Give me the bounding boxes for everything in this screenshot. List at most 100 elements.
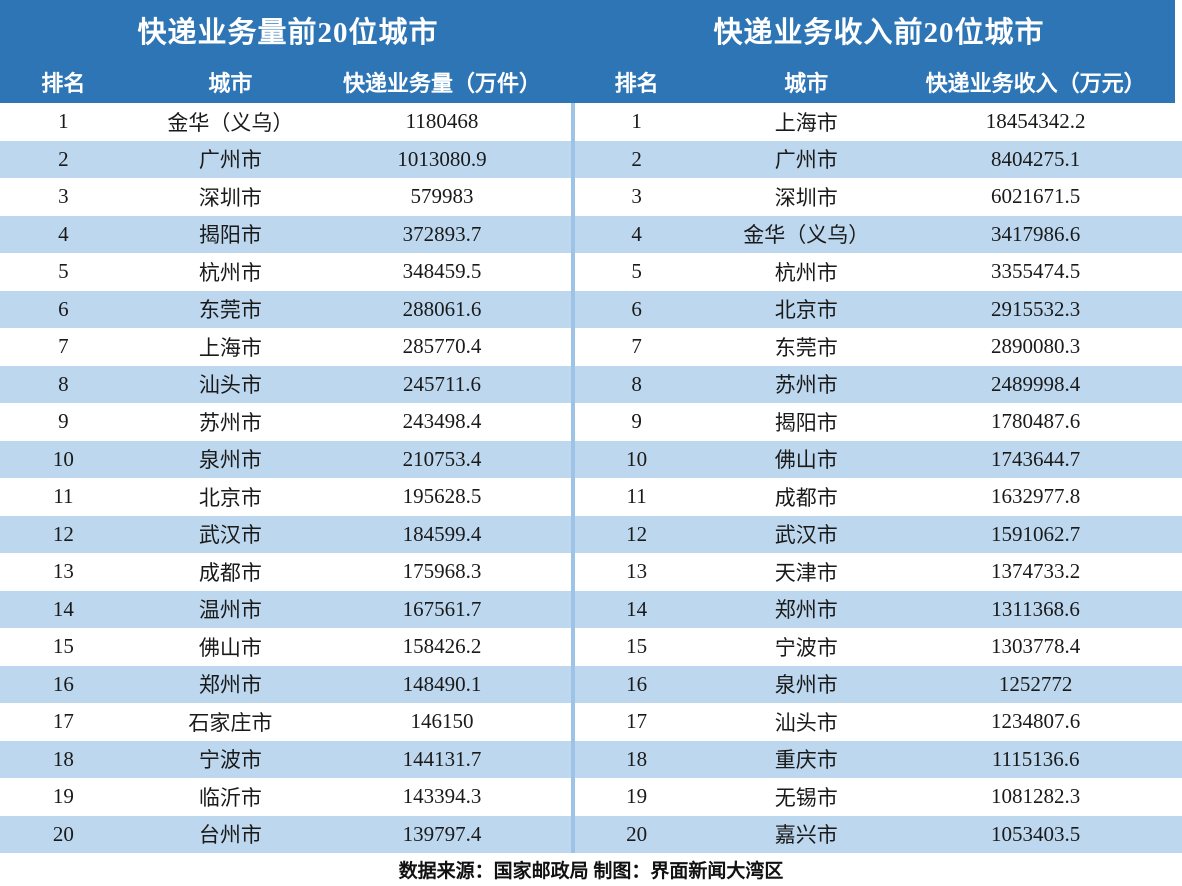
city-cell: 北京市 (697, 290, 916, 328)
city-cell: 苏州市 (697, 365, 916, 403)
volume-table: 快递业务量前20位城市 排名 城市 快递业务量（万件） 1 金华（义乌） 11804… (0, 0, 576, 853)
table-divider-line (571, 103, 575, 853)
value-cell: 148490.1 (334, 665, 576, 703)
footer-note: 数据来源：国家邮政局 制图：界面新闻大湾区 (398, 861, 784, 882)
table-row: 12 武汉市 1591062.7 (576, 515, 1182, 553)
city-cell: 石家庄市 (188, 710, 273, 735)
value-cell: 175968.3 (402, 559, 482, 584)
table-row: 5 杭州市 348459.5 (0, 253, 576, 291)
rank-cell: 17 (52, 709, 74, 734)
tables-container: 快递业务量前20位城市 排名 城市 快递业务量（万件） 1 金华（义乌） 11804… (0, 0, 1182, 853)
rank-cell: 18 (576, 740, 698, 778)
value-cell: 2489998.4 (915, 365, 1182, 403)
city-cell: 金华（义乌） (167, 110, 294, 135)
city-cell: 东莞市 (774, 335, 838, 360)
value-cell: 184599.4 (334, 515, 576, 553)
volume-table-title-row: 快递业务量前20位城市 (0, 0, 576, 60)
city-cell: 深圳市 (198, 185, 262, 210)
table-row: 19 无锡市 1081282.3 (576, 778, 1182, 816)
city-cell: 成都市 (198, 560, 262, 585)
city-cell: 温州市 (126, 590, 335, 628)
value-cell: 158426.2 (402, 634, 482, 659)
rank-cell: 7 (58, 334, 69, 359)
table-row: 18 重庆市 1115136.6 (576, 740, 1182, 778)
value-cell: 3355474.5 (991, 259, 1081, 284)
volume-table-title: 快递业务量前20位城市 (0, 0, 576, 60)
rank-cell: 4 (0, 215, 127, 253)
city-cell: 苏州市 (198, 410, 262, 435)
rank-cell: 14 (576, 590, 698, 628)
city-cell: 郑州市 (126, 665, 335, 703)
value-cell: 1252772 (915, 665, 1182, 703)
value-cell: 1013080.9 (334, 140, 576, 178)
table-row: 11 北京市 195628.5 (0, 478, 576, 516)
rank-cell: 5 (58, 259, 69, 284)
rank-cell: 8 (576, 365, 698, 403)
value-cell: 1234807.6 (991, 709, 1081, 734)
rank-cell: 5 (631, 259, 642, 284)
value-cell: 285770.4 (402, 334, 482, 359)
rank-cell: 11 (626, 484, 647, 509)
city-cell: 台州市 (126, 815, 335, 853)
rank-cell: 8 (0, 365, 127, 403)
rank-cell: 7 (631, 334, 642, 359)
table-row: 2 广州市 8404275.1 (576, 140, 1182, 178)
table-row: 10 佛山市 1743644.7 (576, 440, 1182, 478)
value-cell: 146150 (410, 709, 474, 734)
rank-cell: 20 (0, 815, 127, 853)
table-row: 15 佛山市 158426.2 (0, 628, 576, 666)
city-cell: 武汉市 (126, 515, 335, 553)
value-cell: 2890080.3 (991, 334, 1081, 359)
city-cell: 佛山市 (198, 635, 262, 660)
table-row: 20 嘉兴市 1053403.5 (576, 815, 1182, 853)
table-row: 14 温州市 167561.7 (0, 590, 576, 628)
rank-cell: 10 (576, 440, 698, 478)
table-row: 9 苏州市 243498.4 (0, 403, 576, 441)
header-right-gap (1175, 0, 1182, 103)
rank-cell: 1 (58, 109, 69, 134)
value-cell: 8404275.1 (915, 140, 1182, 178)
rank-cell: 15 (626, 634, 648, 659)
rank-cell: 10 (0, 440, 127, 478)
rank-cell: 6 (0, 290, 127, 328)
value-cell: 579983 (410, 184, 474, 209)
rank-cell: 18 (0, 740, 127, 778)
rank-cell: 4 (576, 215, 698, 253)
city-cell: 杭州市 (198, 260, 262, 285)
city-cell: 宁波市 (774, 635, 838, 660)
rank-cell: 17 (626, 709, 648, 734)
value-cell: 143394.3 (402, 784, 482, 809)
table-row: 6 北京市 2915532.3 (576, 290, 1182, 328)
city-cell: 临沂市 (198, 785, 262, 810)
table-row: 2 广州市 1013080.9 (0, 140, 576, 178)
rank-cell: 2 (576, 140, 698, 178)
rank-cell: 9 (631, 409, 642, 434)
city-cell: 重庆市 (697, 740, 916, 778)
rank-cell: 13 (52, 559, 74, 584)
table-row: 1 上海市 18454342.2 (576, 103, 1182, 141)
rank-cell: 13 (626, 559, 648, 584)
table-row: 7 上海市 285770.4 (0, 328, 576, 366)
value-cell: 18454342.2 (985, 109, 1086, 134)
city-cell: 汕头市 (126, 365, 335, 403)
revenue-table-body: 1 上海市 18454342.2 2 广州市 8404275.1 3 深圳市 6021671.5… (576, 103, 1182, 853)
city-cell: 广州市 (126, 140, 335, 178)
table-row: 8 汕头市 245711.6 (0, 365, 576, 403)
rank-cell: 16 (576, 665, 698, 703)
value-cell: 167561.7 (334, 590, 576, 628)
table-row: 3 深圳市 6021671.5 (576, 178, 1182, 216)
city-cell: 无锡市 (774, 785, 838, 810)
city-cell: 武汉市 (697, 515, 916, 553)
value-cell: 1591062.7 (915, 515, 1182, 553)
rank-cell: 19 (52, 784, 74, 809)
rank-cell: 3 (631, 184, 642, 209)
table-row: 17 汕头市 1234807.6 (576, 703, 1182, 741)
value-cell: 195628.5 (402, 484, 482, 509)
value-cell: 1632977.8 (991, 484, 1081, 509)
table-row: 9 揭阳市 1780487.6 (576, 403, 1182, 441)
column-header-revenue: 快递业务收入（万元） (915, 60, 1182, 103)
city-cell: 成都市 (774, 485, 838, 510)
table-row: 4 揭阳市 372893.7 (0, 215, 576, 253)
value-cell: 1374733.2 (991, 559, 1081, 584)
